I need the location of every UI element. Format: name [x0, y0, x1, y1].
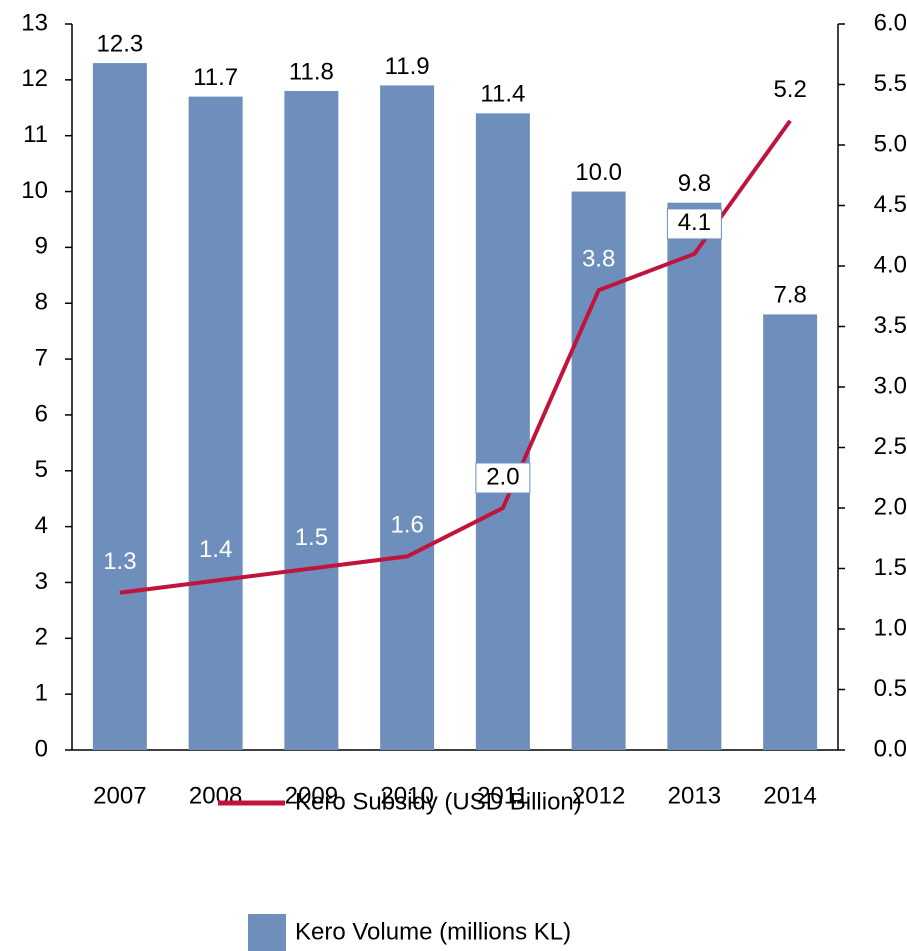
y-tick-label: 3	[35, 568, 48, 595]
y2-tick-label: 2.0	[874, 493, 907, 520]
bar-label: 11.8	[289, 58, 334, 85]
y-tick-label: 4	[35, 512, 48, 539]
y-tick-label: 9	[35, 233, 48, 260]
bar	[763, 314, 818, 750]
bar	[667, 202, 722, 750]
y-tick-label: 10	[21, 177, 48, 204]
line	[119, 119, 792, 595]
y2-tick-label: 5.5	[874, 70, 907, 97]
y-tick-label: 7	[35, 344, 48, 371]
y2-tick-label: 1.0	[874, 614, 907, 641]
y2-tick-label: 6.0	[874, 9, 907, 36]
x-tick-label: 2009	[285, 782, 338, 809]
legend-label: Kero Subsidy (USD Billion)	[295, 788, 582, 815]
y2-tick-label: 4.5	[874, 191, 907, 218]
y2-tick-label: 5.0	[874, 130, 907, 157]
y2-tick-label: 1.5	[874, 554, 907, 581]
label-box	[475, 462, 531, 494]
line-label: 5.2	[773, 76, 806, 103]
y2-tick-label: 4.0	[874, 251, 907, 278]
y2-tick-label: 3.0	[874, 372, 907, 399]
bar-label: 12.3	[97, 30, 144, 57]
line-label: 1.5	[295, 524, 328, 551]
x-tick-label: 2007	[93, 782, 146, 809]
legend-label: Kero Volume (millions KL)	[295, 918, 571, 945]
bar-label: 7.8	[773, 282, 806, 309]
y-tick-label: 8	[35, 289, 48, 316]
bar	[284, 91, 339, 750]
y-tick-label: 6	[35, 400, 48, 427]
x-tick-label: 2011	[477, 782, 529, 809]
bar	[380, 85, 435, 750]
bar	[92, 63, 147, 751]
y-tick-label: 1	[35, 679, 48, 706]
y2-tick-label: 3.5	[874, 312, 907, 339]
x-tick-label: 2012	[572, 782, 625, 809]
bar	[188, 96, 243, 751]
line-label: 1.3	[103, 548, 136, 575]
line-label: 3.8	[582, 246, 615, 273]
bar-label: 9.8	[678, 170, 711, 197]
line-label: 1.6	[390, 512, 423, 539]
bar-label: 11.7	[193, 64, 238, 91]
x-tick-label: 2014	[763, 782, 816, 809]
y-tick-label: 12	[21, 65, 48, 92]
x-tick-label: 2010	[380, 782, 433, 809]
y-tick-label: 2	[35, 624, 48, 651]
bar-label: 10.0	[575, 159, 622, 186]
y-tick-label: 5	[35, 456, 48, 483]
label-box	[666, 208, 722, 240]
x-tick-label: 2013	[668, 782, 721, 809]
bar-label: 11.9	[385, 53, 430, 80]
bar-label: 11.4	[480, 81, 525, 108]
y-tick-label: 13	[21, 9, 48, 36]
bar	[571, 191, 626, 751]
y2-tick-label: 0.0	[874, 735, 907, 762]
y-tick-label: 0	[35, 735, 48, 762]
y-tick-label: 11	[23, 121, 48, 148]
legend-swatch	[248, 914, 286, 951]
y2-tick-label: 0.5	[874, 675, 907, 702]
line-label: 2.0	[486, 463, 519, 490]
bar	[475, 113, 530, 751]
y2-tick-label: 2.5	[874, 433, 907, 460]
line-label: 1.4	[199, 536, 232, 563]
line-label: 4.1	[678, 209, 711, 236]
